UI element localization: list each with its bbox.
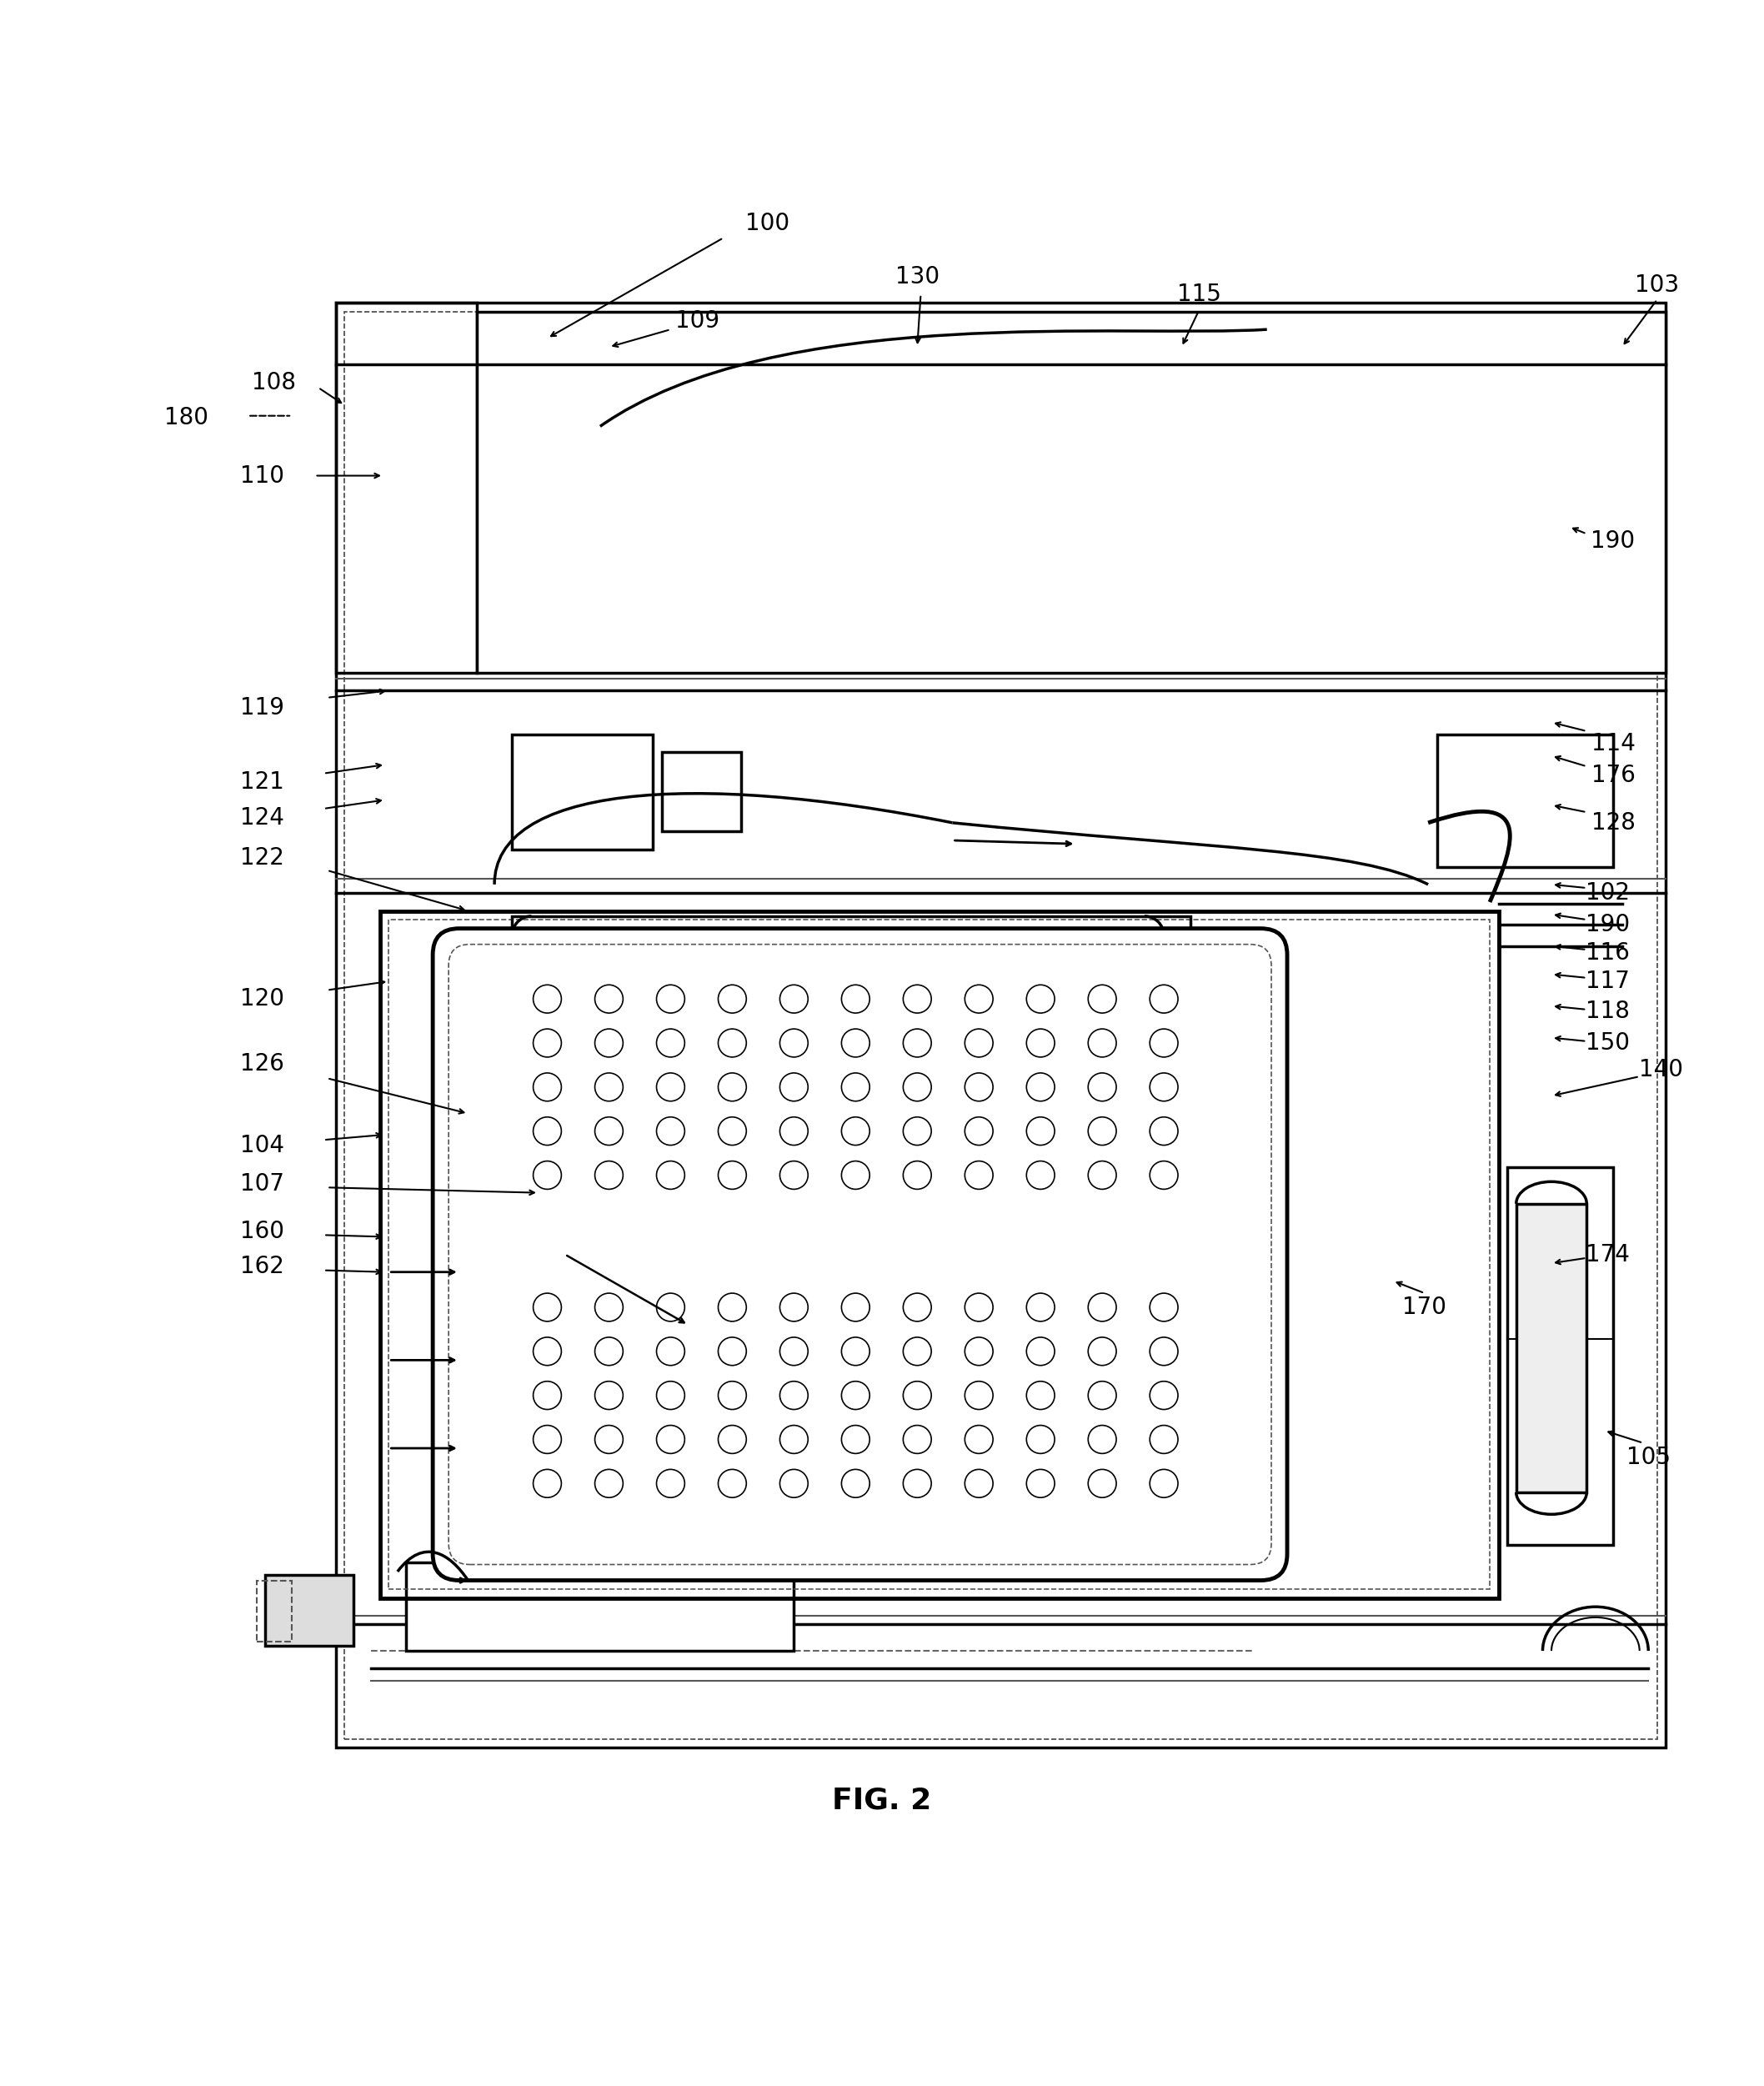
Text: 170: 170 — [1402, 1295, 1446, 1318]
Text: 121: 121 — [240, 770, 284, 795]
Text: 120: 120 — [240, 987, 284, 1010]
Bar — [379, 912, 1499, 1598]
Text: 116: 116 — [1586, 941, 1630, 966]
Bar — [406, 1562, 794, 1650]
Text: 109: 109 — [676, 309, 720, 332]
FancyBboxPatch shape — [432, 928, 1288, 1581]
Text: 108: 108 — [252, 371, 296, 394]
Text: 130: 130 — [894, 265, 940, 288]
Bar — [335, 302, 1665, 1748]
Text: 110: 110 — [240, 463, 284, 488]
Bar — [388, 920, 1491, 1590]
Text: 190: 190 — [1586, 914, 1630, 937]
Bar — [265, 1575, 353, 1646]
Bar — [512, 916, 1191, 955]
Text: 117: 117 — [1586, 970, 1630, 993]
Text: FIG. 2: FIG. 2 — [833, 1786, 931, 1815]
Text: 174: 174 — [1586, 1243, 1630, 1266]
Text: 162: 162 — [240, 1256, 284, 1279]
Text: 176: 176 — [1591, 763, 1635, 786]
Text: 114: 114 — [1591, 732, 1635, 755]
Text: 100: 100 — [746, 213, 790, 236]
Text: 140: 140 — [1639, 1058, 1683, 1081]
Bar — [1517, 1204, 1586, 1491]
Bar — [1438, 734, 1612, 868]
Bar — [662, 753, 741, 832]
Text: 119: 119 — [240, 697, 284, 720]
Text: 190: 190 — [1591, 530, 1635, 553]
Text: 115: 115 — [1177, 282, 1221, 307]
Bar — [512, 734, 653, 849]
Text: 102: 102 — [1586, 882, 1630, 905]
Bar — [476, 311, 1665, 674]
Bar — [512, 1224, 1191, 1264]
Text: 104: 104 — [240, 1133, 284, 1158]
Text: 150: 150 — [1586, 1030, 1630, 1056]
Text: 128: 128 — [1591, 811, 1635, 834]
Text: 180: 180 — [164, 407, 208, 430]
Text: 105: 105 — [1626, 1446, 1671, 1469]
Text: 160: 160 — [240, 1220, 284, 1243]
Bar — [1508, 1168, 1612, 1546]
Text: 126: 126 — [240, 1053, 284, 1076]
Bar — [256, 1581, 291, 1642]
Text: 107: 107 — [240, 1172, 284, 1195]
Text: 122: 122 — [240, 847, 284, 870]
Bar — [344, 311, 1656, 1740]
Bar — [335, 302, 476, 674]
Text: 124: 124 — [240, 805, 284, 828]
Text: 118: 118 — [1586, 999, 1630, 1022]
Text: 103: 103 — [1635, 273, 1679, 296]
